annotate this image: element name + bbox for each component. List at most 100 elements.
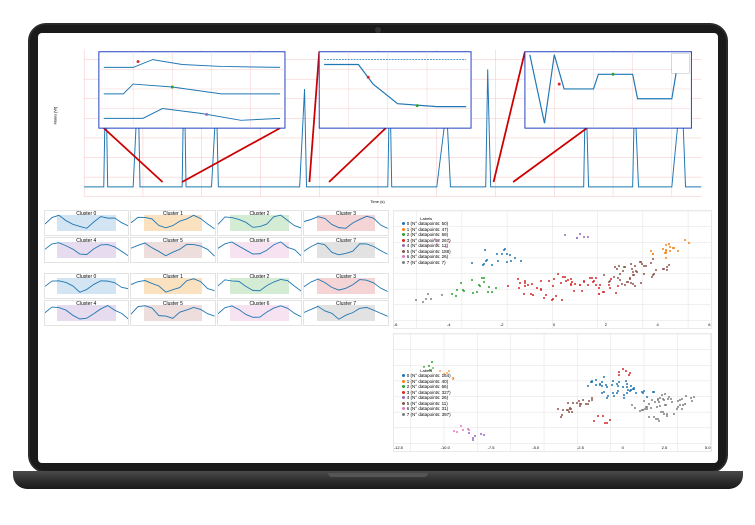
scatter-point [688, 242, 690, 244]
camera-notch [375, 27, 381, 33]
scatter-point [483, 263, 485, 265]
cluster-cell: Cluster 6 [217, 237, 303, 263]
scatter-point [543, 297, 545, 299]
cluster-sparkline [304, 276, 388, 299]
laptop-frame: Time (s) Mains [W] Cluster 0Cluster 1Clu… [13, 23, 743, 503]
legend-dot [402, 233, 405, 236]
scatter-xticks: -6-4-20246 [394, 322, 711, 327]
scatter-point [679, 404, 681, 406]
scatter-point [474, 435, 476, 437]
scatter-point [561, 414, 563, 416]
scatter-point [425, 298, 427, 300]
scatter-point [603, 274, 605, 276]
screen-content: Time (s) Mains [W] Cluster 0Cluster 1Clu… [38, 33, 718, 463]
scatter-point [588, 400, 590, 402]
scatter-point [622, 270, 624, 272]
cluster-row: Cluster 0Cluster 1Cluster 2Cluster 3 [44, 210, 389, 236]
scatter-point [609, 280, 611, 282]
scatter-point [560, 416, 562, 418]
scatter-point [653, 273, 655, 275]
scatter-point [583, 281, 585, 283]
timeseries-svg [45, 40, 711, 207]
scatter-point [652, 258, 654, 260]
scatter-point [472, 292, 474, 294]
cluster-cell: Cluster 7 [303, 237, 389, 263]
legend-dot [402, 380, 405, 383]
scatter-point [612, 392, 614, 394]
cluster-sparkline [45, 303, 129, 326]
scatter-point [487, 291, 489, 293]
cluster-cell: Cluster 3 [303, 210, 389, 236]
cluster-sparkline [131, 303, 215, 326]
scatter-point [665, 257, 667, 259]
legend-label: 7 (N° datapoints: 397) [407, 412, 451, 418]
cluster-row: Cluster 4Cluster 5Cluster 6Cluster 7 [44, 237, 389, 263]
scatter-point [472, 439, 474, 441]
scatter-point [532, 294, 534, 296]
scatter-point [632, 271, 634, 273]
scatter-point [495, 287, 497, 289]
cluster-sparkline [45, 276, 129, 299]
legend-dot [402, 255, 405, 258]
cluster-cell: Cluster 3 [303, 273, 389, 299]
legend-dot [402, 402, 405, 405]
cluster-cell: Cluster 1 [130, 273, 216, 299]
legend-dot [402, 374, 405, 377]
cluster-sparkline [304, 213, 388, 236]
scatter-point [484, 249, 486, 251]
legend-item: 7 (N° datapoints: 397) [402, 412, 451, 418]
scatter-point [676, 408, 678, 410]
scatter-point [536, 287, 538, 289]
scatter-point [591, 399, 593, 401]
legend-dot [402, 244, 405, 247]
scatter-point [626, 383, 628, 385]
scatter-point [670, 398, 672, 400]
cluster-sparkline [218, 240, 302, 263]
scatter-point [578, 400, 580, 402]
scatter-point [483, 281, 485, 283]
scatter-point [659, 405, 661, 407]
scatter-point [634, 407, 636, 409]
scatter-xticks: -12.5-10.0-7.5-5.0-2.502.55.0 [394, 445, 711, 450]
scatter-point [568, 411, 570, 413]
legend-label: 7 (N° datapoints: 7) [407, 260, 446, 266]
scatter-point [618, 265, 620, 267]
legend-dot [402, 222, 405, 225]
scatter-point [431, 361, 433, 363]
scatter-point [615, 292, 617, 294]
legend-dot [402, 407, 405, 410]
scatter-point [651, 276, 653, 278]
scatter-point [571, 281, 573, 283]
scatter-point [560, 282, 562, 284]
cluster-group-2: Cluster 0Cluster 1Cluster 2Cluster 3Clus… [44, 273, 389, 326]
scatter-point [574, 283, 576, 285]
scatter-point [415, 299, 417, 301]
scatter-point [666, 266, 668, 268]
cluster-panels: Cluster 0Cluster 1Cluster 2Cluster 3Clus… [44, 210, 389, 452]
xaxis-label: Time (s) [370, 199, 385, 204]
scatter-point [668, 243, 670, 245]
scatter-point [518, 287, 520, 289]
legend-dot [402, 239, 405, 242]
cluster-cell: Cluster 2 [217, 273, 303, 299]
cluster-cell: Cluster 5 [130, 237, 216, 263]
cluster-cell: Cluster 0 [44, 210, 130, 236]
scatter-point [570, 278, 572, 280]
scatter-point [609, 287, 611, 289]
scatter-point [455, 295, 457, 297]
scatter-point [468, 429, 470, 431]
scatter-point [662, 248, 664, 250]
scatter-point [616, 392, 618, 394]
scatter-point [630, 282, 632, 284]
scatter-point [616, 268, 618, 270]
scatter-point [643, 400, 645, 402]
scatter-point [663, 413, 665, 415]
scatter-point [617, 385, 619, 387]
yaxis-label: Mains [W] [52, 107, 57, 125]
scatter-point [613, 395, 615, 397]
scatter-point [555, 295, 557, 297]
scatter-point [632, 388, 634, 390]
scatter-point [514, 257, 516, 259]
scatter-point [430, 298, 432, 300]
scatter-point [611, 384, 613, 386]
